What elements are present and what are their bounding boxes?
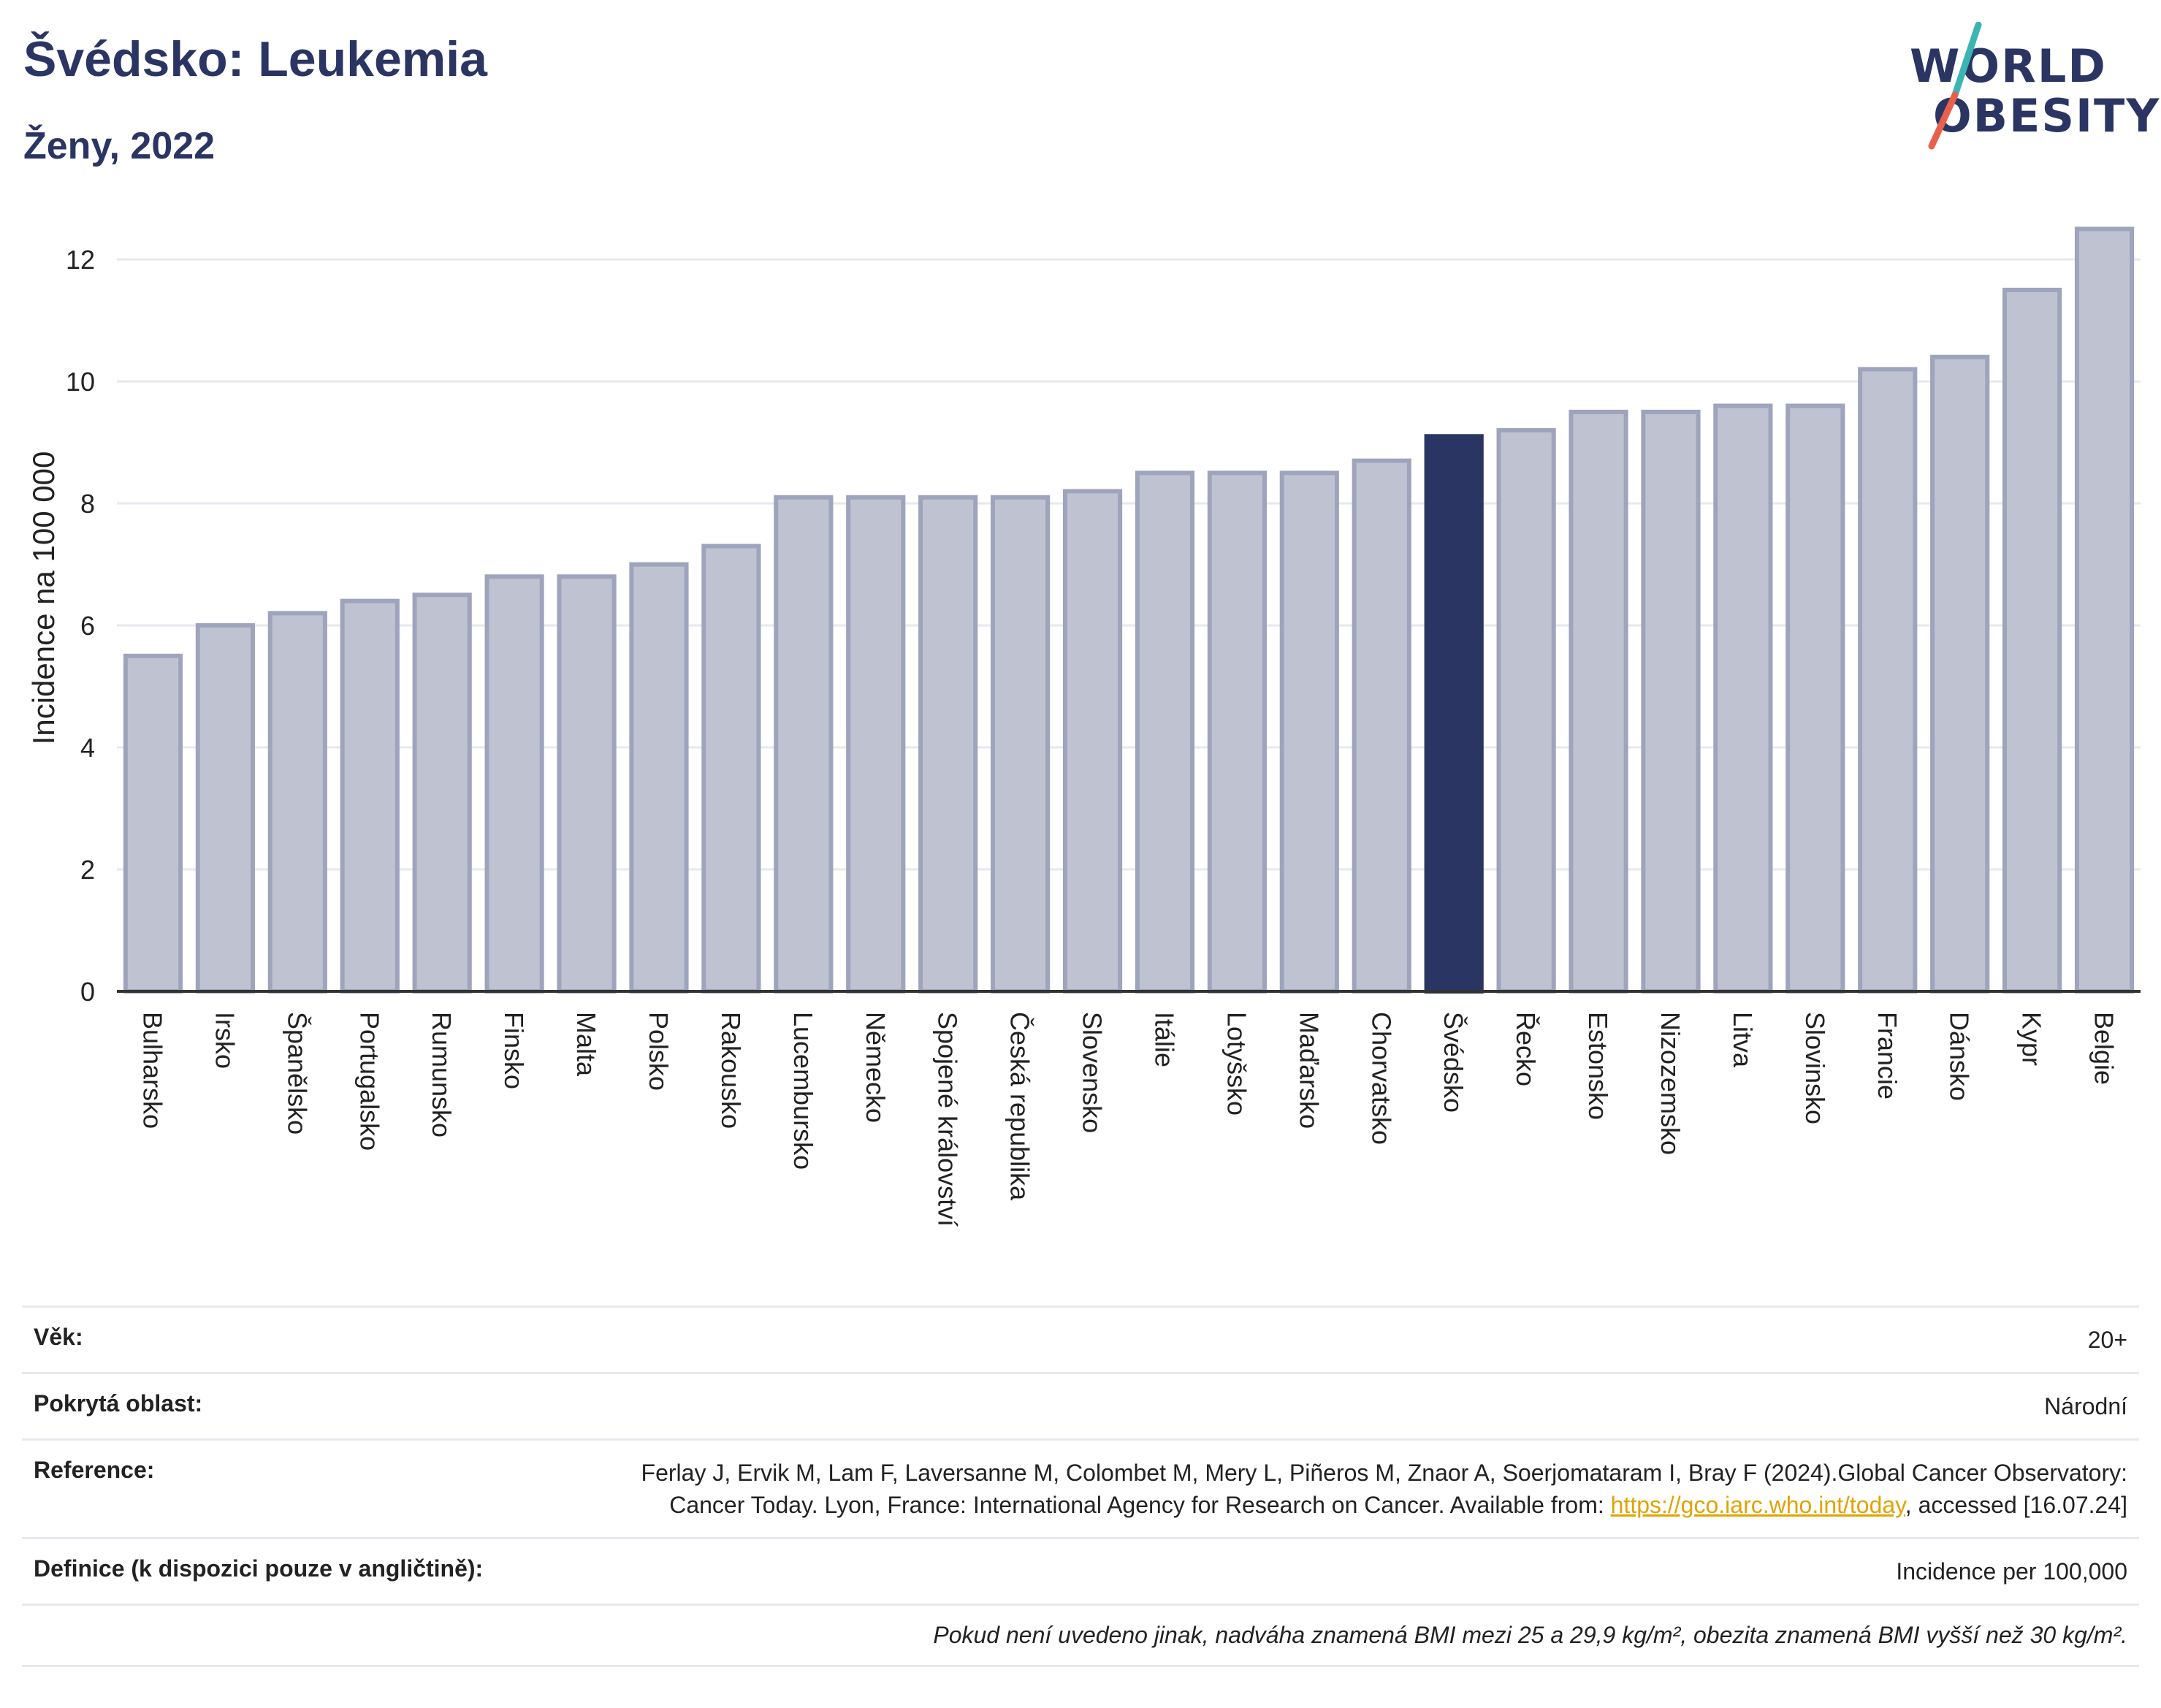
x-tick-label: Česká republika <box>1005 1012 1035 1201</box>
bar-13 <box>1062 489 1123 994</box>
age-label: Věk: <box>34 1324 83 1350</box>
bar-26 <box>2002 287 2062 994</box>
x-tick-label: Portugalsko <box>354 1012 384 1151</box>
bar-9 <box>774 495 834 994</box>
y-tick-label: 0 <box>80 977 95 1007</box>
reference-link[interactable]: https://gco.iarc.who.int/today <box>1610 1492 1905 1518</box>
x-tick-label: Maďarsko <box>1294 1012 1324 1129</box>
x-tick-label: Španělsko <box>282 1012 312 1135</box>
bar-27 <box>2074 226 2135 994</box>
y-tick-label: 4 <box>80 733 95 763</box>
definition-label: Definice (k dispozici pouze v angličtině… <box>34 1555 484 1582</box>
area-label: Pokrytá oblast: <box>34 1390 203 1417</box>
x-tick-label: Irsko <box>210 1012 240 1069</box>
x-tick-label: Litva <box>1728 1012 1758 1068</box>
bar-10 <box>846 495 906 994</box>
y-tick-label: 6 <box>80 611 95 641</box>
y-tick-label: 8 <box>80 489 95 519</box>
logo-line2: OBESITY <box>1933 89 2161 142</box>
bar-5 <box>484 574 544 994</box>
bar-4 <box>412 592 472 994</box>
x-tick-label: Itálie <box>1149 1012 1179 1067</box>
info-row-area: Pokrytá oblast: Národní <box>22 1372 2139 1438</box>
bar-17 <box>1352 458 1411 994</box>
bar-25 <box>1930 354 1990 994</box>
x-tick-label: Rakousko <box>716 1012 746 1129</box>
age-value: 20+ <box>2087 1327 2127 1353</box>
bar-8 <box>701 544 761 994</box>
definition-value: Incidence per 100,000 <box>1896 1558 2127 1585</box>
x-tick-label: Lucembursko <box>788 1012 818 1170</box>
x-tick-label: Slovensko <box>1078 1012 1108 1133</box>
bar-23 <box>1785 403 1845 994</box>
bar-6 <box>557 574 617 994</box>
x-tick-label: Rumunsko <box>427 1012 457 1137</box>
bar-2 <box>267 611 327 994</box>
bar-16 <box>1279 470 1339 994</box>
y-axis-title: Incidence na 100 000 <box>26 451 61 745</box>
x-tick-label: Francie <box>1872 1012 1902 1099</box>
page-title: Švédsko: Leukemia <box>23 31 487 87</box>
x-tick-label: Malta <box>571 1012 601 1077</box>
info-row-age: Věk: 20+ <box>22 1305 2139 1372</box>
bar-14 <box>1135 470 1195 994</box>
bar-12 <box>991 495 1051 994</box>
x-tick-label: Belgie <box>2089 1012 2119 1085</box>
bar-19 <box>1496 427 1556 994</box>
x-tick-label: Finsko <box>499 1012 529 1089</box>
area-value: Národní <box>2044 1393 2127 1419</box>
logo-slash-icon <box>1928 22 1982 150</box>
bar-15 <box>1207 470 1267 994</box>
bar-7 <box>629 562 689 994</box>
x-tick-label: Švédsko <box>1438 1012 1468 1113</box>
info-table: Věk: 20+ Pokrytá oblast: Národní Referen… <box>22 1305 2139 1667</box>
reference-suffix: , accessed [16.07.24] <box>1905 1492 2127 1518</box>
reference-value: Ferlay J, Ervik M, Lam F, Laversanne M, … <box>593 1457 2127 1521</box>
x-tick-label: Spojené království <box>933 1012 963 1227</box>
page-subtitle: Ženy, 2022 <box>23 125 216 167</box>
y-tick-label: 2 <box>80 855 95 885</box>
x-tick-label: Chorvatsko <box>1366 1012 1396 1145</box>
world-obesity-logo: WORLD OBESITY <box>1899 22 2159 153</box>
bar-chart: 0 2 4 6 8 10 12 Bulharsko Irsko Španělsko Portugal… <box>26 226 2141 1227</box>
logo-line1: WORLD <box>1910 39 2107 93</box>
x-tick-label: Estonsko <box>1583 1012 1613 1120</box>
x-tick-label: Kypr <box>2017 1012 2047 1066</box>
bar-0 <box>123 653 183 994</box>
y-tick-label: 12 <box>66 245 95 275</box>
bar-20 <box>1569 409 1628 994</box>
bmi-note: Pokud není uvedeno jinak, nadváha znamen… <box>933 1622 2127 1648</box>
bars <box>123 226 2135 994</box>
bar-3 <box>340 598 400 994</box>
y-tick-label: 10 <box>66 367 95 397</box>
info-row-note: Pokud není uvedeno jinak, nadváha znamen… <box>22 1604 2139 1667</box>
x-tick-label: Lotyšsko <box>1221 1012 1251 1116</box>
x-tick-label: Slovinsko <box>1800 1012 1830 1124</box>
bar-22 <box>1713 403 1773 994</box>
reference-label: Reference: <box>34 1457 155 1483</box>
axes: 0 2 4 6 8 10 12 Bulharsko Irsko Španělsko Portugal… <box>66 245 2141 1227</box>
x-tick-label: Řecko <box>1511 1012 1541 1086</box>
bar-1 <box>195 623 255 994</box>
info-row-reference: Reference: Ferlay J, Ervik M, Lam F, Lav… <box>22 1438 2139 1537</box>
x-tick-label: Nizozemsko <box>1655 1012 1685 1155</box>
bar-21 <box>1641 409 1701 994</box>
x-tick-label: Německo <box>861 1012 891 1123</box>
reference-text: Ferlay J, Ervik M, Lam F, Laversanne M, … <box>641 1460 2127 1518</box>
bar-11 <box>918 495 978 994</box>
x-tick-label: Polsko <box>644 1012 674 1091</box>
info-row-definition: Definice (k dispozici pouze v angličtině… <box>22 1537 2139 1604</box>
x-tick-label: Bulharsko <box>137 1012 167 1129</box>
bar-18 <box>1424 434 1484 994</box>
x-tick-label: Dánsko <box>1945 1012 1975 1101</box>
bar-24 <box>1858 367 1918 994</box>
